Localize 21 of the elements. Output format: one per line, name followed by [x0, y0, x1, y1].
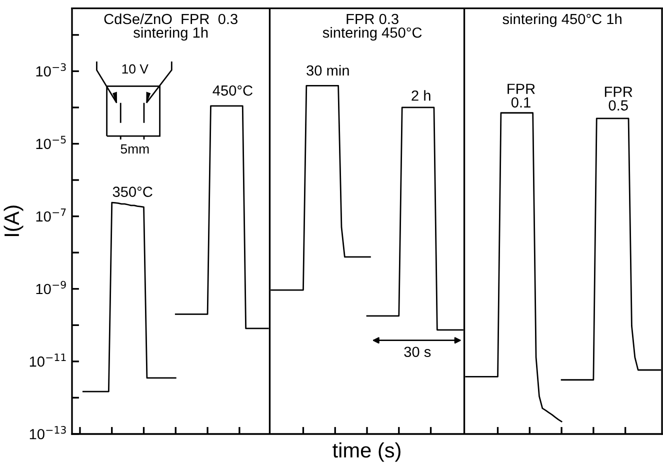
y-tick-label: 10$^{−13}$	[30, 426, 66, 440]
annotation: 30 min	[306, 64, 349, 76]
annotation: 350°C	[112, 186, 152, 197]
y-tick-label: 10$^{−11}$	[30, 354, 66, 367]
line-series	[82, 202, 176, 392]
y-tick-label: 10$^{−3}$	[36, 63, 66, 77]
annotation: FPR 0.5	[604, 86, 632, 111]
annotation: FPR 0.1	[508, 84, 535, 108]
annotation: FPR 0.3 sintering 450°C	[322, 14, 422, 41]
annotation: CdSe/ZnO FPR 0.3 sintering 1h	[104, 13, 238, 41]
x-axis-title: time (s)	[332, 442, 400, 462]
y-axis-title: I(A)	[4, 206, 24, 236]
annotation: sintering 450°C 1h	[502, 13, 622, 28]
annotation: 5mm	[120, 144, 149, 154]
annotation: 450°C	[212, 85, 253, 96]
y-tick-label: 10$^{−9}$	[36, 280, 66, 294]
annotation: 30 s	[404, 346, 431, 358]
y-tick-label: 10$^{−7}$	[36, 208, 66, 222]
annotation: 2 h	[412, 90, 430, 101]
annotation: 10 V	[122, 64, 148, 74]
y-tick-label: 10$^{−5}$	[36, 136, 66, 150]
